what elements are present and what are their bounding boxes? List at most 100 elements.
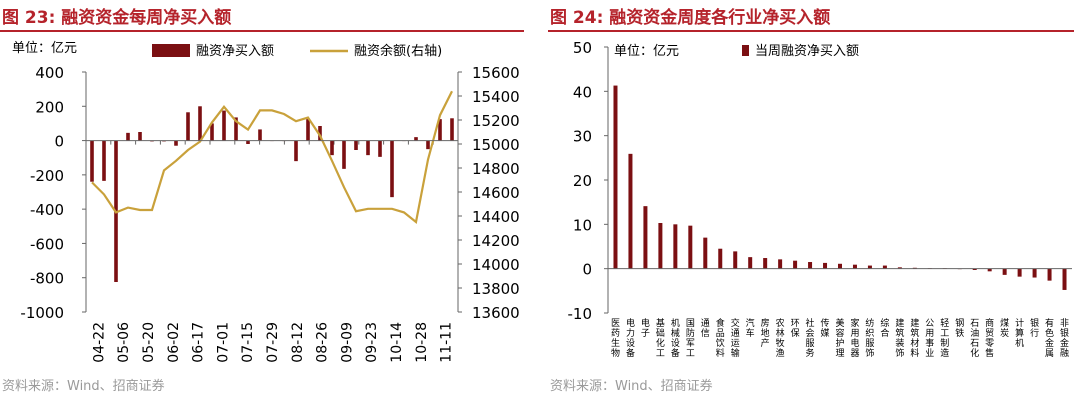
industry-category-label: 传媒 — [821, 317, 830, 339]
x-tick-label: 06-17 — [191, 322, 207, 363]
net-purchase-bar — [198, 106, 202, 141]
industry-bar — [987, 268, 992, 272]
industry-legend-swatch — [742, 45, 749, 56]
industry-y-tick-label: 40 — [573, 83, 592, 101]
industry-category-label: 计算机 — [1015, 317, 1024, 349]
right-chart-title: 图 24: 融资资金周度各行业净买入额 — [550, 8, 831, 28]
x-tick-label: 09-23 — [364, 322, 380, 363]
net-purchase-bar — [378, 140, 382, 157]
industry-category-label: 建筑材料 — [910, 317, 919, 359]
right-y-tick-label: 15000 — [472, 136, 520, 154]
x-tick-label: 07-15 — [240, 322, 256, 363]
net-purchase-bar — [234, 117, 238, 141]
x-tick-label: 08-26 — [315, 322, 331, 363]
industry-bar — [703, 237, 708, 269]
left-y-tick-label: -200 — [30, 167, 64, 185]
industry-bar — [718, 248, 723, 269]
industry-bar — [808, 262, 813, 269]
left-y-tick-label: 400 — [35, 64, 64, 82]
right-y-tick-label: 14400 — [472, 208, 520, 226]
industry-category-label: 交通运输 — [731, 317, 740, 359]
net-purchase-bar — [438, 119, 442, 141]
right-source-note: 资料来源：Wind、招商证券 — [550, 379, 713, 394]
industry-category-label: 商贸零售 — [985, 317, 994, 359]
right-y-tick-label: 14000 — [472, 256, 520, 274]
industry-bar — [1032, 268, 1037, 278]
net-purchase-bar — [246, 140, 250, 144]
industry-category-label: 公用事业 — [925, 318, 934, 359]
industry-bar — [852, 264, 857, 269]
net-purchase-bar — [390, 140, 394, 198]
industry-category-label: 美容护理 — [835, 317, 844, 359]
industry-bar — [793, 260, 798, 269]
right-y-tick-label: 14800 — [472, 160, 520, 178]
net-purchase-bar — [174, 140, 178, 146]
industry-category-label: 食品饮料 — [716, 317, 725, 359]
x-tick-label: 04-22 — [91, 322, 107, 363]
net-purchase-bar — [138, 132, 142, 141]
industry-bar — [867, 265, 872, 269]
industry-category-label: 环保 — [791, 318, 800, 339]
industry-category-label: 综合 — [880, 317, 889, 339]
industry-bar — [643, 206, 648, 269]
x-tick-label: 09-09 — [339, 322, 355, 363]
legend-bar-label: 融资净买入额 — [196, 44, 274, 59]
industry-bar — [628, 153, 633, 269]
industry-category-label: 社会服务 — [806, 317, 815, 359]
left-chart-title: 图 23: 融资资金每周净买入额 — [2, 8, 232, 28]
industry-y-tick-label: 20 — [573, 172, 592, 190]
industry-bar — [972, 268, 977, 270]
net-purchase-bar — [306, 119, 310, 141]
left-y-tick-label: -800 — [30, 270, 64, 288]
left-y-tick-label: -600 — [30, 235, 64, 253]
net-purchase-bar — [450, 118, 454, 141]
industry-bar — [897, 267, 902, 269]
right-y-tick-label: 13800 — [472, 280, 520, 298]
industry-bar — [748, 257, 753, 269]
x-tick-label: 08-12 — [290, 322, 306, 363]
weekly-net-purchase-chart: 400 200 0 -200 -400 -600 -800 -1000 15600 15400 15… — [12, 41, 520, 363]
industry-y-tick-label: 50 — [573, 39, 592, 57]
right-y-tick-label: 14600 — [472, 184, 520, 202]
industry-category-label: 电力设备 — [626, 317, 635, 359]
left-y-tick-label: 200 — [35, 98, 64, 116]
industry-category-label: 轻工制造 — [940, 317, 949, 359]
industry-category-label: 机械设备 — [671, 317, 680, 359]
x-tick-label: 05-06 — [116, 322, 132, 363]
industry-category-label: 汽车 — [746, 317, 755, 339]
industry-category-label: 钢铁 — [955, 317, 964, 339]
industry-category-label: 医药生物 — [611, 318, 620, 359]
left-title-rule — [0, 30, 524, 32]
industry-y-tick-label: 0 — [582, 261, 592, 279]
right-unit-label: 单位：亿元 — [614, 44, 679, 59]
industry-bar — [1047, 268, 1052, 281]
balance-line — [91, 90, 453, 224]
industry-y-tick-label: -10 — [568, 305, 593, 323]
industry-bar — [613, 85, 618, 269]
net-purchase-bar — [414, 137, 418, 141]
legend-bar-swatch — [152, 44, 190, 57]
industry-bar — [763, 258, 768, 269]
net-purchase-bar — [210, 123, 214, 141]
left-y-tick-label: 0 — [54, 133, 64, 151]
net-purchase-bar — [426, 140, 430, 150]
x-tick-label: 07-29 — [265, 322, 281, 363]
right-chart-panel: 图 24: 融资资金周度各行业净买入额 50 40 30 20 10 0 -10 医药生物 电力… — [548, 0, 1080, 400]
industry-bar — [1002, 268, 1007, 275]
net-purchase-bar — [102, 140, 106, 181]
industry-bar — [778, 259, 783, 269]
x-tick-label: 11-11 — [439, 322, 455, 363]
x-tick-label: 05-20 — [141, 322, 157, 363]
industry-bar — [838, 263, 842, 269]
net-purchase-bar — [330, 140, 334, 156]
right-y-tick-label: 14200 — [472, 232, 520, 250]
net-purchase-bar — [90, 140, 94, 182]
left-y-tick-label: -1000 — [20, 304, 64, 322]
right-y-tick-label: 15200 — [472, 112, 520, 130]
industry-bar — [1062, 268, 1067, 290]
left-unit-label: 单位：亿元 — [12, 41, 77, 56]
x-tick-label: 10-14 — [389, 322, 405, 363]
net-purchase-bar — [318, 126, 322, 141]
industry-category-label: 煤炭 — [1000, 317, 1009, 339]
left-y-tick-label: -400 — [30, 201, 64, 219]
